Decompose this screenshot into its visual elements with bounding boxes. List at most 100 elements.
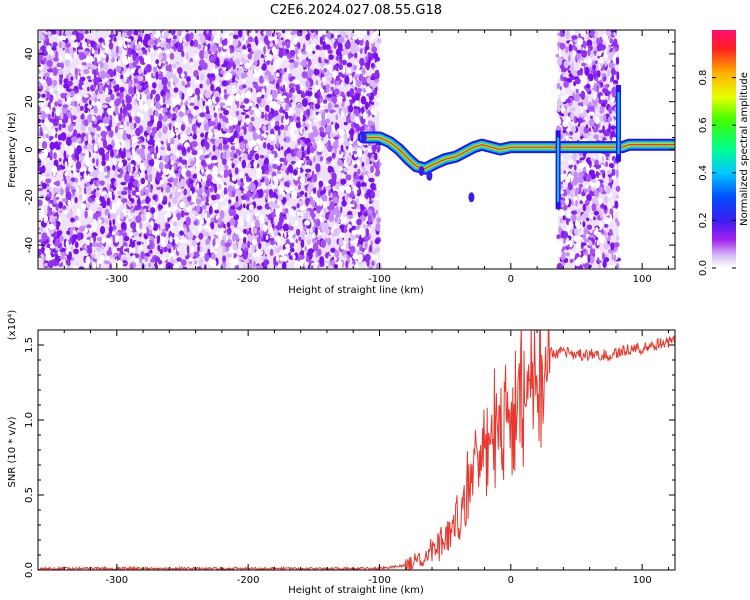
noise-speck (177, 227, 183, 231)
noise-speck (215, 57, 220, 66)
noise-speck (135, 116, 141, 124)
noise-speck (55, 203, 59, 213)
noise-speck (156, 153, 161, 159)
noise-speck (311, 199, 316, 208)
noise-speck (309, 152, 316, 156)
noise-speck (148, 262, 152, 268)
noise-speck (293, 37, 298, 45)
noise-speck (374, 69, 380, 76)
noise-speck (120, 74, 124, 80)
noise-speck (92, 242, 99, 247)
noise-speck (64, 161, 68, 168)
noise-speck (256, 91, 262, 98)
noise-speck (207, 43, 211, 51)
noise-speck (376, 163, 380, 172)
noise-speck (274, 59, 280, 68)
noise-speck (61, 41, 66, 49)
noise-speck (194, 79, 201, 85)
noise-speck (82, 262, 88, 269)
noise-speck (305, 156, 310, 160)
noise-speck (87, 104, 93, 109)
noise-speck (187, 231, 194, 241)
noise-speck (283, 125, 288, 131)
noise-speck (43, 263, 49, 267)
noise-speck (254, 36, 258, 44)
noise-speck (83, 94, 90, 98)
noise-speck (218, 43, 223, 48)
noise-speck (65, 240, 69, 247)
noise-speck (205, 178, 212, 187)
noise-speck (91, 139, 95, 144)
noise-speck (89, 96, 95, 101)
noise-speck (114, 106, 119, 115)
noise-speck (214, 203, 218, 211)
noise-speck (351, 230, 357, 236)
noise-speck (175, 61, 180, 65)
noise-speck (210, 138, 215, 143)
noise-speck (375, 255, 379, 261)
noise-speck (191, 239, 197, 247)
noise-speck (143, 103, 149, 112)
noise-speck (235, 195, 239, 203)
noise-speck (315, 218, 321, 227)
noise-speck (144, 55, 151, 65)
noise-speck (146, 94, 150, 100)
noise-speck (166, 243, 173, 249)
noise-speck (225, 169, 229, 178)
noise-speck (348, 104, 354, 113)
noise-speck (121, 190, 128, 196)
noise-speck (371, 260, 375, 266)
noise-speck (288, 225, 294, 231)
noise-speck (142, 158, 145, 162)
noise-speck (188, 88, 193, 92)
noise-speck (311, 32, 315, 41)
noise-speck (269, 248, 274, 256)
noise-speck (107, 36, 111, 41)
noise-speck (88, 99, 92, 106)
noise-speck (326, 93, 333, 98)
noise-speck (200, 139, 205, 147)
noise-speck (203, 50, 209, 60)
noise-speck (340, 185, 345, 193)
noise-speck (348, 96, 352, 100)
noise-speck (306, 146, 311, 155)
noise-speck (614, 200, 619, 209)
noise-speck (150, 207, 156, 214)
noise-speck (191, 140, 198, 148)
noise-speck (55, 180, 61, 187)
noise-speck (271, 150, 277, 155)
noise-speck (311, 215, 315, 220)
noise-speck (366, 93, 371, 97)
noise-speck (150, 102, 153, 108)
noise-speck (348, 144, 353, 153)
noise-speck (363, 235, 371, 241)
noise-speck (376, 183, 380, 191)
noise-speck (189, 102, 195, 106)
noise-speck (232, 34, 239, 40)
noise-speck (354, 100, 360, 107)
noise-speck (189, 261, 193, 265)
noise-speck (341, 102, 345, 108)
noise-speck (272, 191, 277, 198)
noise-speck (272, 175, 277, 182)
noise-speck (99, 226, 106, 235)
noise-speck (367, 30, 370, 36)
noise-speck (150, 115, 155, 120)
noise-speck (346, 239, 350, 244)
noise-speck (252, 260, 257, 269)
noise-speck (192, 229, 196, 234)
noise-speck (354, 174, 360, 180)
noise-speck (306, 45, 313, 54)
noise-speck (130, 221, 137, 229)
noise-speck (310, 146, 315, 154)
noise-speck (156, 186, 161, 190)
noise-speck (70, 186, 75, 190)
noise-speck (116, 199, 120, 209)
noise-speck (134, 98, 137, 106)
noise-speck (254, 132, 258, 141)
noise-speck (107, 171, 110, 176)
noise-speck (192, 207, 195, 212)
noise-speck (126, 38, 132, 43)
noise-speck (95, 89, 98, 95)
noise-speck (223, 88, 227, 94)
